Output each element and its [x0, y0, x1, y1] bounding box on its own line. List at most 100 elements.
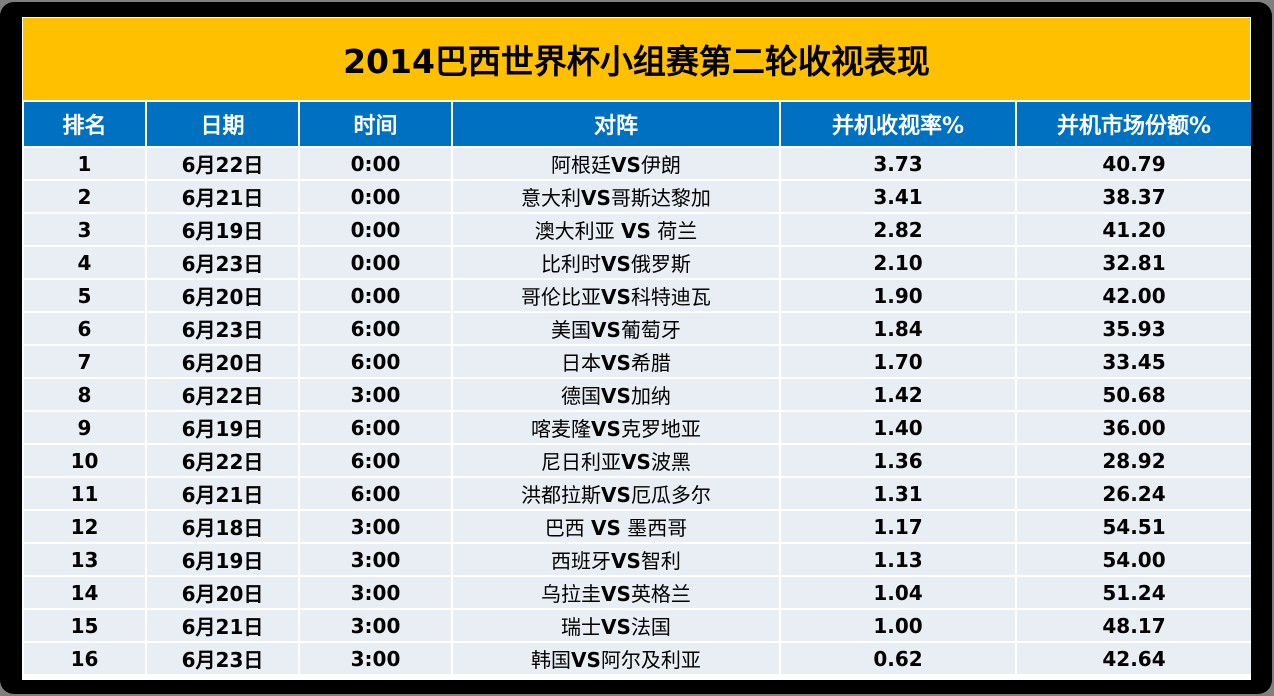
time-cell: 6:00: [300, 313, 451, 344]
share-cell: 41.20: [1017, 214, 1251, 245]
vs-label: VS: [601, 285, 631, 309]
rating-cell: 1.42: [781, 379, 1015, 410]
table-body: 1 6月22日 0:00 阿根廷VS伊朗 3.73 40.79 2 6月21日 0:00 意大利V…: [24, 148, 1251, 674]
table-row: 13 6月19日 3:00 西班牙VS智利 1.13 54.00: [24, 544, 1251, 575]
share-cell: 42.64: [1017, 643, 1251, 674]
rating-cell: 1.17: [781, 511, 1015, 542]
share-cell: 54.51: [1017, 511, 1251, 542]
date-cell: 6月19日: [147, 544, 298, 575]
rank-cell: 14: [24, 577, 145, 608]
match-cell: 哥伦比亚VS科特迪瓦: [453, 280, 779, 311]
rank-cell: 12: [24, 511, 145, 542]
date-cell: 6月21日: [147, 610, 298, 641]
vs-label: VS: [601, 384, 631, 408]
match-cell: 日本VS希腊: [453, 346, 779, 377]
rating-cell: 1.00: [781, 610, 1015, 641]
date-cell: 6月20日: [147, 280, 298, 311]
header-rank: 排名: [24, 102, 145, 146]
share-cell: 54.00: [1017, 544, 1251, 575]
share-cell: 26.24: [1017, 478, 1251, 509]
date-cell: 6月20日: [147, 346, 298, 377]
rating-cell: 1.31: [781, 478, 1015, 509]
share-cell: 50.68: [1017, 379, 1251, 410]
time-cell: 3:00: [300, 511, 451, 542]
share-cell: 38.37: [1017, 181, 1251, 212]
table-row: 4 6月23日 0:00 比利时VS俄罗斯 2.10 32.81: [24, 247, 1251, 278]
match-cell: 澳大利亚 VS 荷兰: [453, 214, 779, 245]
vs-label: VS: [591, 417, 621, 441]
rating-cell: 0.62: [781, 643, 1015, 674]
date-cell: 6月20日: [147, 577, 298, 608]
header-share: 并机市场份额%: [1017, 102, 1251, 146]
header-row: 排名 日期 时间 对阵 并机收视率% 并机市场份额%: [24, 102, 1251, 146]
share-cell: 35.93: [1017, 313, 1251, 344]
rating-cell: 1.36: [781, 445, 1015, 476]
date-cell: 6月18日: [147, 511, 298, 542]
time-cell: 0:00: [300, 148, 451, 179]
date-cell: 6月21日: [147, 181, 298, 212]
table-row: 15 6月21日 3:00 瑞士VS法国 1.00 48.17: [24, 610, 1251, 641]
time-cell: 6:00: [300, 412, 451, 443]
rating-cell: 1.40: [781, 412, 1015, 443]
header-rating: 并机收视率%: [781, 102, 1015, 146]
table-row: 12 6月18日 3:00 巴西 VS 墨西哥 1.17 54.51: [24, 511, 1251, 542]
rank-cell: 4: [24, 247, 145, 278]
ratings-table: 排名 日期 时间 对阵 并机收视率% 并机市场份额% 1 6月22日 0:00 阿根廷…: [22, 100, 1253, 676]
match-cell: 美国VS葡萄牙: [453, 313, 779, 344]
time-cell: 0:00: [300, 214, 451, 245]
date-cell: 6月22日: [147, 445, 298, 476]
time-cell: 6:00: [300, 346, 451, 377]
date-cell: 6月23日: [147, 643, 298, 674]
date-cell: 6月21日: [147, 478, 298, 509]
time-cell: 3:00: [300, 379, 451, 410]
table-title: 2014巴西世界杯小组赛第二轮收视表现: [343, 42, 930, 81]
vs-label: VS: [621, 219, 651, 243]
share-cell: 51.24: [1017, 577, 1251, 608]
share-cell: 33.45: [1017, 346, 1251, 377]
table-row: 10 6月22日 6:00 尼日利亚VS波黑 1.36 28.92: [24, 445, 1251, 476]
rank-cell: 7: [24, 346, 145, 377]
time-cell: 3:00: [300, 544, 451, 575]
match-cell: 乌拉圭VS英格兰: [453, 577, 779, 608]
match-cell: 意大利VS哥斯达黎加: [453, 181, 779, 212]
vs-label: VS: [601, 252, 631, 276]
rating-cell: 1.84: [781, 313, 1015, 344]
time-cell: 0:00: [300, 181, 451, 212]
header-date: 日期: [147, 102, 298, 146]
rank-cell: 16: [24, 643, 145, 674]
match-cell: 巴西 VS 墨西哥: [453, 511, 779, 542]
share-cell: 28.92: [1017, 445, 1251, 476]
rank-cell: 8: [24, 379, 145, 410]
vs-label: VS: [591, 318, 621, 342]
time-cell: 3:00: [300, 610, 451, 641]
match-cell: 阿根廷VS伊朗: [453, 148, 779, 179]
rating-cell: 3.41: [781, 181, 1015, 212]
date-cell: 6月19日: [147, 412, 298, 443]
table-row: 5 6月20日 0:00 哥伦比亚VS科特迪瓦 1.90 42.00: [24, 280, 1251, 311]
table-row: 9 6月19日 6:00 喀麦隆VS克罗地亚 1.40 36.00: [24, 412, 1251, 443]
rating-cell: 2.82: [781, 214, 1015, 245]
table-row: 16 6月23日 3:00 韩国VS阿尔及利亚 0.62 42.64: [24, 643, 1251, 674]
date-cell: 6月19日: [147, 214, 298, 245]
share-cell: 40.79: [1017, 148, 1251, 179]
vs-label: VS: [591, 516, 621, 540]
rating-cell: 2.10: [781, 247, 1015, 278]
table-row: 8 6月22日 3:00 德国VS加纳 1.42 50.68: [24, 379, 1251, 410]
match-cell: 西班牙VS智利: [453, 544, 779, 575]
table-row: 3 6月19日 0:00 澳大利亚 VS 荷兰 2.82 41.20: [24, 214, 1251, 245]
date-cell: 6月23日: [147, 247, 298, 278]
match-cell: 比利时VS俄罗斯: [453, 247, 779, 278]
header-match: 对阵: [453, 102, 779, 146]
time-cell: 0:00: [300, 247, 451, 278]
share-cell: 36.00: [1017, 412, 1251, 443]
vs-label: VS: [601, 615, 631, 639]
rating-cell: 1.13: [781, 544, 1015, 575]
time-cell: 6:00: [300, 445, 451, 476]
share-cell: 42.00: [1017, 280, 1251, 311]
rating-cell: 1.70: [781, 346, 1015, 377]
table-row: 6 6月23日 6:00 美国VS葡萄牙 1.84 35.93: [24, 313, 1251, 344]
vs-label: VS: [611, 549, 641, 573]
match-cell: 洪都拉斯VS厄瓜多尔: [453, 478, 779, 509]
rank-cell: 6: [24, 313, 145, 344]
vs-label: VS: [621, 450, 651, 474]
